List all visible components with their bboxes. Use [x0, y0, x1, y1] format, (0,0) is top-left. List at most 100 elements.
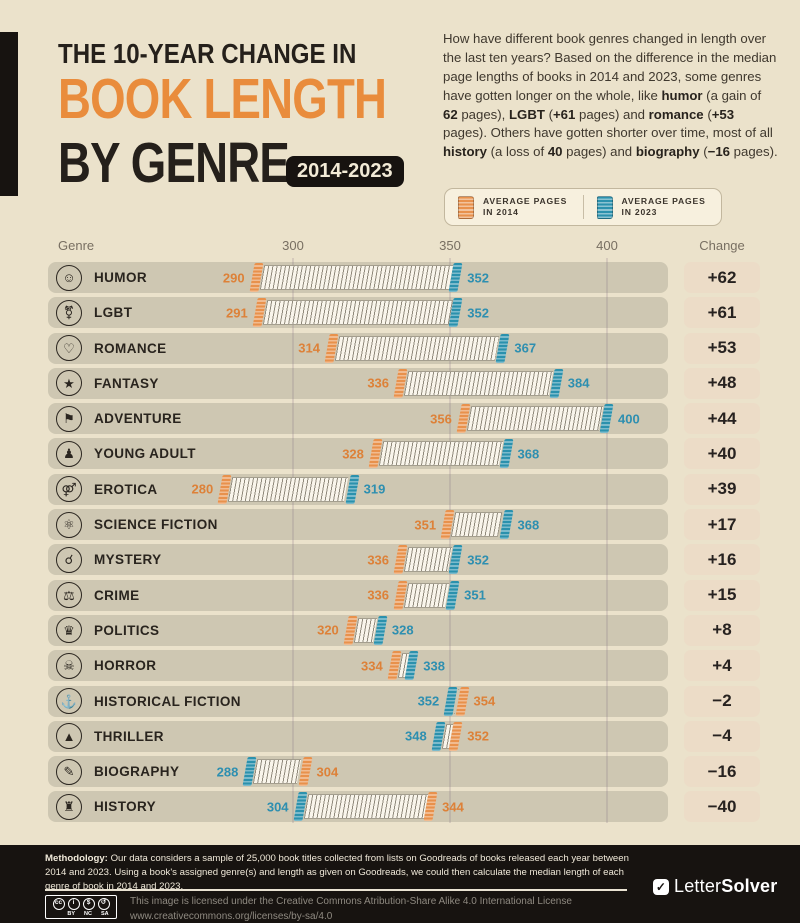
- genre-row: ♛ POLITICS 320 328 +8: [0, 614, 760, 646]
- magic-wand-icon: ★: [56, 370, 82, 397]
- value-label-left: 304: [266, 799, 289, 815]
- book-spines: [403, 370, 553, 396]
- value-label-right: 367: [514, 340, 537, 356]
- genre-row: ⚓ HISTORICAL FICTION 352 354 −2: [0, 685, 760, 717]
- genre-row-band: ⚓ HISTORICAL FICTION 352 354: [48, 685, 668, 717]
- genre-row-band: ✎ BIOGRAPHY 288 304: [48, 756, 668, 788]
- book-stack-bar: 336 351: [367, 580, 486, 610]
- book-stack-bar: 351 368: [414, 510, 539, 540]
- burglar-face-icon: ⚖: [56, 582, 82, 609]
- legend-item-2023: AVERAGE PAGES IN 2023: [584, 195, 722, 219]
- genre-name: BIOGRAPHY: [94, 764, 180, 780]
- value-label-left: 352: [417, 693, 440, 709]
- value-label-left: 336: [367, 552, 390, 568]
- value-label-left: 336: [367, 375, 390, 391]
- gridline-300: [292, 258, 294, 823]
- genre-row-band: ♡ ROMANCE 314 367: [48, 332, 668, 364]
- group-of-people-icon: ♟: [56, 440, 82, 467]
- change-value: +8: [684, 614, 760, 646]
- cc-labels-row: BY NC SA: [67, 911, 108, 917]
- value-label-left: 291: [226, 305, 248, 321]
- genre-name: SCIENCE FICTION: [94, 517, 218, 533]
- genre-row: ★ FANTASY 336 384 +48: [0, 367, 760, 399]
- license-line: This image is licensed under the Creativ…: [130, 896, 572, 907]
- footer: Methodology: Our data considers a sample…: [0, 845, 800, 923]
- orange-book-icon: [458, 195, 474, 219]
- license-url: www.creativecommons.org/licenses/by-sa/4…: [130, 911, 333, 922]
- value-label-right: 344: [442, 799, 464, 815]
- change-value: −16: [684, 756, 760, 788]
- axis-tick-400: 400: [596, 238, 618, 253]
- castle-icon: ♜: [56, 793, 82, 820]
- value-label-right: 368: [517, 517, 540, 533]
- left-edge-tab: [0, 32, 18, 196]
- book-stack-bar: 336 384: [367, 368, 589, 398]
- genre-row-band: ⚑ ADVENTURE 356 400: [48, 403, 668, 435]
- genre-row: ⚑ ADVENTURE 356 400 +44: [0, 403, 760, 435]
- genre-row-band: ♟ YOUNG ADULT 328 368: [48, 438, 668, 470]
- change-value: +48: [684, 367, 760, 399]
- book-stack-bar: 280 319: [191, 474, 385, 504]
- brand-wordmark: LetterSolver: [674, 876, 778, 896]
- gridline-350: [449, 258, 451, 823]
- cc-icons-row: cc i $ ↺: [52, 897, 110, 910]
- book-spines: [403, 547, 453, 573]
- change-value: +15: [684, 579, 760, 611]
- genre-row-band: ⚤ EROTICA 280 319: [48, 473, 668, 505]
- change-value: +62: [684, 262, 760, 293]
- axis-label-change: Change: [699, 238, 745, 253]
- shark-fin-icon: ▲: [56, 723, 82, 750]
- axis-tick-300: 300: [282, 238, 304, 253]
- value-label-right: 352: [467, 270, 489, 285]
- genre-row-band: ⚖ CRIME 336 351: [48, 579, 668, 611]
- book-stack-bar: 304 344: [267, 792, 464, 822]
- laughing-face-icon: ☺: [56, 264, 82, 291]
- value-label-left: 290: [222, 270, 245, 285]
- book-spines: [334, 335, 500, 361]
- genre-name: HISTORY: [94, 799, 157, 815]
- book-stack-bar: 334 338: [361, 651, 445, 681]
- capitol-building-icon: ♛: [56, 617, 82, 644]
- book-spines: [403, 582, 450, 608]
- value-label-left: 280: [191, 481, 214, 497]
- book-stack-bar: 356 400: [430, 404, 640, 434]
- genre-row: ☠ HORROR 334 338 +4: [0, 650, 760, 682]
- license-text: This image is licensed under the Creativ…: [130, 894, 572, 923]
- genre-name: HORROR: [94, 658, 157, 674]
- value-label-right: 351: [464, 587, 486, 603]
- book-spines: [303, 794, 428, 820]
- genre-row-band: ★ FANTASY 336 384: [48, 367, 668, 399]
- genre-name: EROTICA: [94, 481, 158, 497]
- change-value: +39: [684, 473, 760, 505]
- genre-row-band: ☠ HORROR 334 338: [48, 650, 668, 682]
- genre-row-band: ☺ HUMOR 290 352: [48, 262, 668, 293]
- value-label-left: 356: [430, 411, 452, 427]
- title-line-3: BY GENRE: [58, 131, 290, 195]
- book-spines: [466, 406, 604, 432]
- value-label-right: 354: [473, 693, 496, 709]
- title-line-1: THE 10-YEAR CHANGE IN: [58, 38, 357, 69]
- quill-pen-icon: ✎: [56, 758, 82, 785]
- legend-divider: [582, 195, 584, 219]
- value-label-left: 348: [405, 728, 427, 744]
- value-label-right: 338: [423, 658, 445, 674]
- legend-item-2014: AVERAGE PAGES IN 2014: [445, 195, 583, 219]
- value-label-right: 368: [517, 446, 540, 462]
- change-value: +61: [684, 297, 760, 329]
- hiker-icon: ⚑: [56, 405, 82, 432]
- footer-divider: [45, 889, 627, 891]
- genre-row-band: ☌ MYSTERY 336 352: [48, 544, 668, 576]
- genre-name: HUMOR: [94, 270, 147, 285]
- book-stack-bar: 336 352: [367, 545, 489, 575]
- legend-2023-line1: AVERAGE PAGES: [621, 195, 706, 206]
- value-label-left: 334: [361, 658, 383, 674]
- galleon-ship-icon: ⚓: [56, 688, 82, 715]
- genre-row: ☌ MYSTERY 336 352 +16: [0, 544, 760, 576]
- book-spines: [378, 441, 503, 467]
- book-stack-bar: 314 367: [298, 333, 536, 363]
- checkmark-icon: ✓: [653, 878, 669, 895]
- chart-area: ☺ HUMOR 290 352 +62 ⚧ LGBT 291: [0, 258, 800, 828]
- genre-name: HISTORICAL FICTION: [94, 693, 241, 709]
- value-label-left: 288: [216, 764, 239, 780]
